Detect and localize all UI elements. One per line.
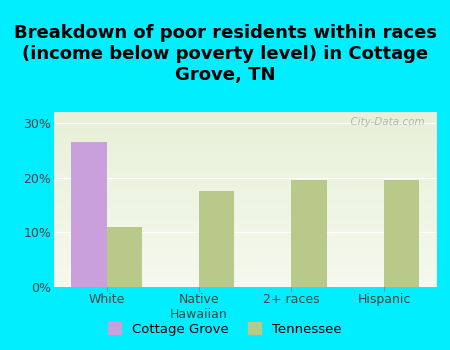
Text: City-Data.com: City-Data.com [344, 117, 425, 127]
Bar [72, 142, 107, 287]
Bar [292, 180, 327, 287]
Bar [107, 227, 142, 287]
Legend: Cottage Grove, Tennessee: Cottage Grove, Tennessee [104, 318, 346, 340]
Bar [199, 191, 234, 287]
Text: Breakdown of poor residents within races
(income below poverty level) in Cottage: Breakdown of poor residents within races… [14, 25, 436, 84]
Bar [384, 180, 419, 287]
